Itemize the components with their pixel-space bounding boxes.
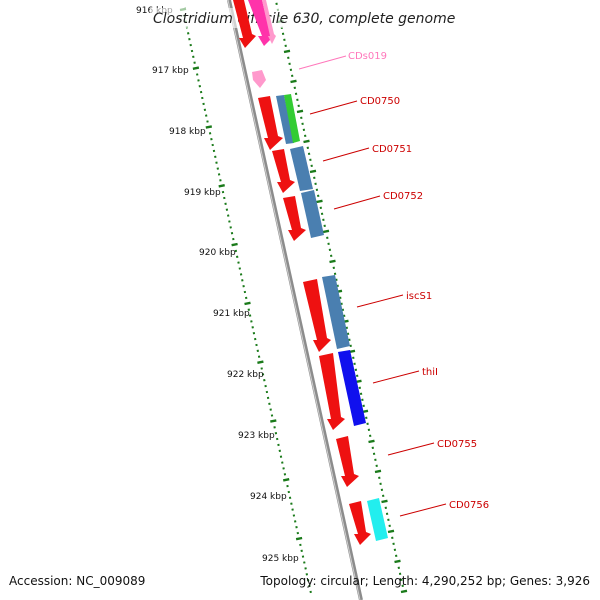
major-tick (295, 536, 303, 541)
topology-info: Topology: circular; Length: 4,290,252 bp… (260, 574, 590, 588)
major-tick (387, 529, 395, 534)
genome-backbone (227, 0, 363, 600)
major-tick (244, 301, 251, 306)
major-tick (374, 469, 382, 474)
leader-line (309, 100, 358, 115)
leader-line (387, 442, 435, 456)
gene-feature (258, 96, 283, 150)
gene-label-cds019: CDs019 (348, 51, 387, 62)
major-tick (322, 229, 330, 234)
gene-feature (284, 94, 300, 143)
gene-feature (252, 70, 266, 88)
gene-feature (349, 501, 371, 545)
major-tick (303, 139, 310, 144)
gene-feature (301, 190, 324, 238)
major-tick (218, 184, 225, 188)
leader-line (298, 55, 347, 70)
scale-track-inner (179, 7, 312, 594)
major-tick (316, 199, 323, 204)
gene-feature (290, 146, 313, 191)
leader-line (322, 147, 370, 162)
gene-label-cd0751: CD0751 (372, 144, 412, 155)
major-tick (368, 439, 375, 444)
major-tick (205, 125, 213, 129)
gene-feature (336, 436, 359, 487)
gene-feature (233, 0, 256, 48)
gene-label-thii: thiI (422, 367, 438, 378)
kbp-label: 925 kbp (262, 554, 299, 564)
gene-features (233, 0, 388, 545)
major-tick (290, 79, 297, 84)
major-tick (283, 49, 291, 54)
gene-feature (367, 498, 388, 541)
gene-feature (262, 0, 276, 44)
gene-feature (303, 279, 331, 352)
gene-feature (272, 149, 295, 193)
major-tick (231, 242, 238, 247)
gene-feature (338, 350, 366, 426)
major-tick (270, 419, 277, 423)
leader-line (356, 294, 404, 308)
gene-feature (276, 95, 294, 144)
major-tick (192, 66, 200, 70)
leader-line (399, 503, 447, 517)
kbp-labels: 916 kbp 917 kbp 918 kbp 919 kbp 920 kbp … (136, 6, 299, 564)
leader-line (372, 370, 420, 384)
gene-label-cd0752: CD0752 (383, 191, 423, 202)
gene-label-cd0756: CD0756 (449, 500, 489, 511)
gene-label-cd0750: CD0750 (360, 96, 400, 107)
kbp-label: 922 kbp (227, 370, 264, 380)
major-tick (329, 259, 336, 264)
major-tick (309, 169, 317, 174)
map-title: Clostridium difficile 630, complete geno… (153, 11, 455, 27)
major-tick (381, 499, 388, 504)
major-tick (296, 109, 304, 114)
major-tick (400, 589, 408, 594)
gene-labels: CDs019 CD0750 CD0751 CD0752 iscS1 thiI C… (348, 51, 489, 511)
accession-info: Accession: NC_009089 (9, 574, 146, 588)
kbp-label: 920 kbp (199, 248, 236, 258)
gene-feature (319, 353, 345, 430)
gene-label-cd0755: CD0755 (437, 439, 477, 450)
label-leaders (298, 55, 447, 517)
leader-line (333, 195, 381, 210)
kbp-label: 917 kbp (152, 66, 189, 76)
kbp-label: 921 kbp (213, 309, 250, 319)
gene-feature (248, 0, 274, 46)
major-tick (282, 478, 290, 482)
genome-backbone-highlight (227, 0, 361, 600)
major-tick (257, 360, 264, 364)
gene-feature (283, 196, 306, 241)
kbp-label: 919 kbp (184, 188, 221, 198)
gene-label-iscs1: iscS1 (406, 291, 432, 302)
gene-feature (322, 275, 350, 349)
kbp-label: 918 kbp (169, 127, 206, 137)
major-tick (394, 559, 401, 564)
kbp-label: 923 kbp (238, 431, 275, 441)
kbp-label: 924 kbp (250, 492, 287, 502)
